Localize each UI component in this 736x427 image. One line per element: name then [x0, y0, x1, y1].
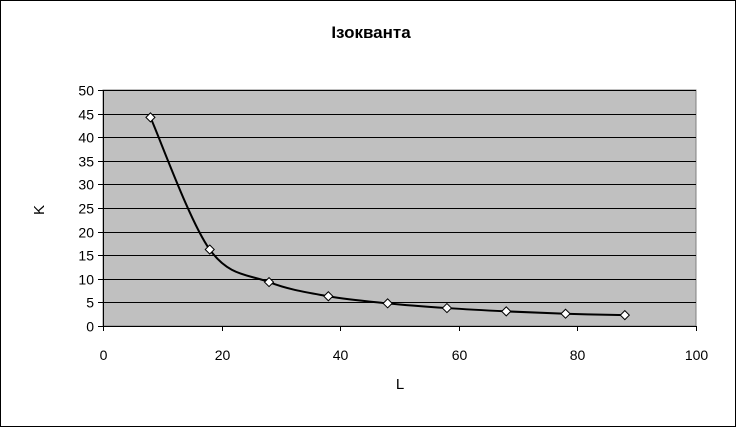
chart-title: Ізокванта [331, 23, 411, 42]
y-tick-label-25: 25 [78, 201, 94, 217]
y-tick-label-50: 50 [78, 83, 94, 99]
data-point-0 [145, 112, 156, 123]
data-point-1 [204, 244, 215, 255]
x-tick-label-60: 60 [452, 347, 468, 363]
data-point-5 [441, 302, 453, 314]
x-axis-title: L [396, 376, 404, 393]
data-point-3 [323, 291, 334, 302]
data-point-4 [382, 298, 393, 309]
y-tick-label-35: 35 [78, 154, 94, 170]
data-point-8 [619, 309, 631, 321]
y-tick-label-15: 15 [78, 248, 94, 264]
y-tick-label-0: 0 [86, 319, 94, 335]
y-tick-label-10: 10 [78, 272, 94, 288]
data-point-2 [263, 276, 275, 288]
y-tick-label-40: 40 [78, 130, 94, 146]
y-tick-label-45: 45 [78, 107, 94, 123]
data-point-6 [501, 306, 512, 317]
y-axis-title: K [31, 205, 48, 215]
y-tick-label-30: 30 [78, 177, 94, 193]
x-tick-label-100: 100 [685, 347, 709, 363]
y-tick-label-20: 20 [78, 225, 94, 241]
x-tick-label-20: 20 [215, 347, 231, 363]
y-tick-label-5: 5 [86, 295, 94, 311]
x-tick-label-80: 80 [570, 347, 586, 363]
x-tick-label-40: 40 [333, 347, 349, 363]
data-point-7 [560, 308, 571, 319]
x-tick-label-0: 0 [100, 347, 108, 363]
